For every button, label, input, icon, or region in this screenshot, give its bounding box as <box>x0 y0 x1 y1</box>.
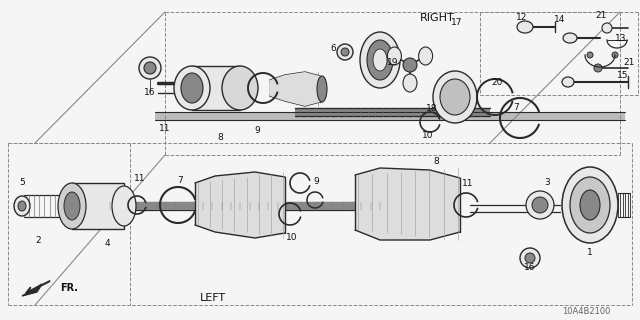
Ellipse shape <box>419 47 433 65</box>
Text: 15: 15 <box>617 70 628 79</box>
Ellipse shape <box>612 52 618 58</box>
Text: 14: 14 <box>554 14 566 23</box>
Polygon shape <box>355 168 460 240</box>
Text: 16: 16 <box>144 87 156 97</box>
Ellipse shape <box>181 73 203 103</box>
Ellipse shape <box>570 177 610 233</box>
Text: 5: 5 <box>19 178 25 187</box>
Bar <box>72 183 124 229</box>
Text: 21: 21 <box>623 58 635 67</box>
Ellipse shape <box>517 21 533 33</box>
Ellipse shape <box>563 33 577 43</box>
Ellipse shape <box>433 71 477 123</box>
Ellipse shape <box>222 66 258 110</box>
Ellipse shape <box>532 197 548 213</box>
Polygon shape <box>270 72 320 106</box>
Ellipse shape <box>587 52 593 58</box>
Polygon shape <box>100 202 390 210</box>
Text: 6: 6 <box>330 44 336 52</box>
Polygon shape <box>22 284 42 296</box>
Text: 10A4B2100: 10A4B2100 <box>562 308 610 316</box>
Ellipse shape <box>360 32 400 88</box>
Ellipse shape <box>58 183 86 229</box>
Text: 19: 19 <box>387 58 399 67</box>
Text: 11: 11 <box>462 179 474 188</box>
Ellipse shape <box>144 62 156 74</box>
Text: 8: 8 <box>217 132 223 141</box>
Text: 1: 1 <box>587 247 593 257</box>
Ellipse shape <box>64 192 80 220</box>
Ellipse shape <box>403 74 417 92</box>
Ellipse shape <box>139 57 161 79</box>
Text: 12: 12 <box>516 12 528 21</box>
Ellipse shape <box>317 76 327 102</box>
Text: 7: 7 <box>513 102 519 111</box>
Text: 4: 4 <box>104 238 110 247</box>
Ellipse shape <box>373 49 387 71</box>
Text: 3: 3 <box>544 178 550 187</box>
Text: 8: 8 <box>433 156 439 165</box>
Ellipse shape <box>562 167 618 243</box>
Ellipse shape <box>387 47 401 65</box>
Text: LEFT: LEFT <box>200 293 226 303</box>
Text: 16: 16 <box>524 263 536 273</box>
Ellipse shape <box>580 190 600 220</box>
Text: 9: 9 <box>254 125 260 134</box>
Ellipse shape <box>526 191 554 219</box>
Text: 10: 10 <box>422 131 434 140</box>
Polygon shape <box>295 108 490 116</box>
Text: 20: 20 <box>492 77 502 86</box>
Ellipse shape <box>337 44 353 60</box>
Text: 9: 9 <box>313 177 319 186</box>
Ellipse shape <box>403 58 417 72</box>
Text: RIGHT: RIGHT <box>420 13 455 23</box>
Ellipse shape <box>440 79 470 115</box>
Text: 17: 17 <box>451 18 463 27</box>
Bar <box>192 66 240 110</box>
Ellipse shape <box>520 248 540 268</box>
Text: 21: 21 <box>595 11 607 20</box>
Ellipse shape <box>594 64 602 72</box>
Polygon shape <box>155 112 625 120</box>
Text: 7: 7 <box>177 175 183 185</box>
Ellipse shape <box>112 186 136 226</box>
Ellipse shape <box>367 40 393 80</box>
Text: 18: 18 <box>426 103 438 113</box>
Text: 2: 2 <box>35 236 41 244</box>
Text: 10: 10 <box>286 233 298 242</box>
Ellipse shape <box>525 253 535 263</box>
Polygon shape <box>195 172 285 238</box>
Ellipse shape <box>602 23 612 33</box>
Ellipse shape <box>18 201 26 211</box>
Text: 11: 11 <box>159 124 171 132</box>
Ellipse shape <box>562 77 574 87</box>
Text: FR.: FR. <box>60 283 78 293</box>
Ellipse shape <box>341 48 349 56</box>
Ellipse shape <box>174 66 210 110</box>
Text: 11: 11 <box>134 173 146 182</box>
Ellipse shape <box>14 196 30 216</box>
Text: 13: 13 <box>615 34 627 43</box>
